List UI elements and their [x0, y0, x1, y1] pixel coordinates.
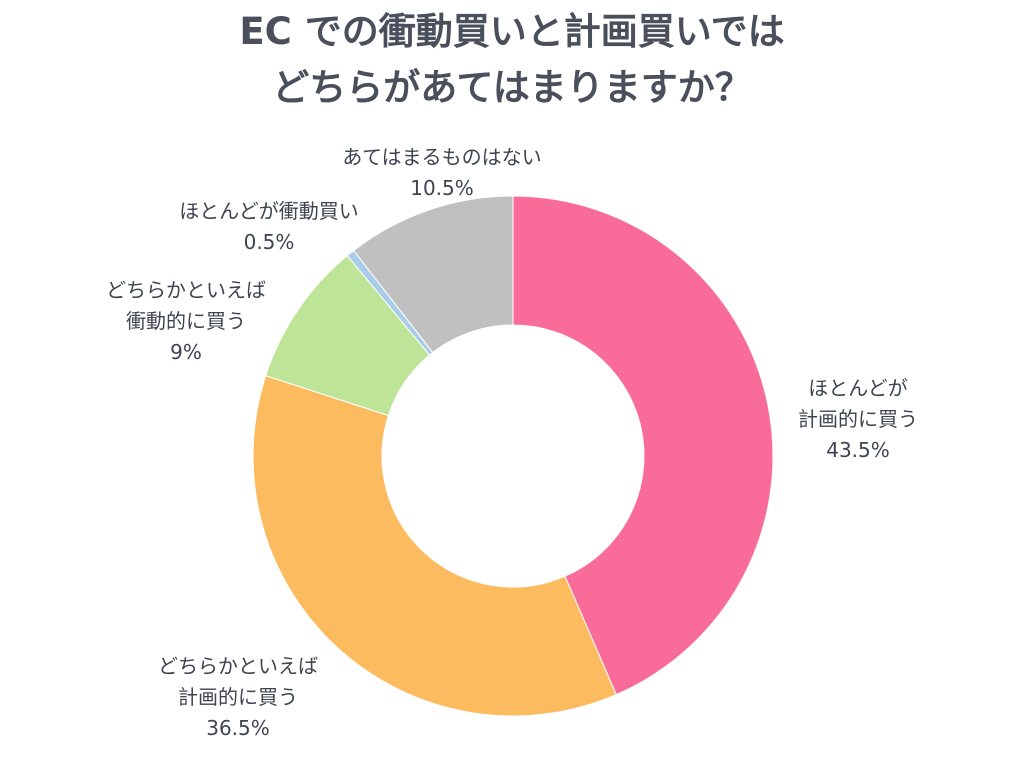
- slice-label-3: どちらかといえば衝動的に買う 9%: [106, 278, 266, 364]
- donut-slice-5: [352, 195, 514, 354]
- slice-label-2: どちらかといえば計画的に買う 36.5%: [158, 654, 318, 740]
- donut-slice-1: [512, 195, 774, 696]
- slice-value-label: 9%: [170, 340, 202, 364]
- slice-category-label: どちらかといえば: [106, 278, 266, 302]
- slice-category-label: ほとんどが衝動買い: [179, 199, 358, 223]
- chart-title-line-2: どちらがあてはまりますか？: [272, 66, 752, 109]
- slice-label-1: ほとんどが計画的に買う 43.5%: [798, 376, 918, 462]
- donut-slice-2: [252, 375, 617, 717]
- slice-category-label: あてはまるものはない: [342, 145, 541, 169]
- slice-value-label: 0.5%: [244, 230, 295, 254]
- slice-category-label: 計画的に買う: [798, 407, 918, 431]
- slice-category-label: 計画的に買う: [178, 685, 298, 709]
- donut-slices: [252, 195, 774, 717]
- slice-category-label: ほとんどが: [808, 376, 907, 400]
- slice-value-label: 36.5%: [206, 716, 270, 740]
- chart-title-line-1: EC での衝動買いと計画買いでは: [239, 10, 785, 53]
- slice-label-4: ほとんどが衝動買い 0.5%: [179, 199, 358, 254]
- slice-value-label: 10.5%: [410, 176, 474, 200]
- chart-title: EC での衝動買いと計画買いでは どちらがあてはまりますか？: [0, 4, 1024, 116]
- slice-labels: ほとんどが計画的に買う 43.5%どちらかといえば計画的に買う 36.5%どちらかと…: [106, 145, 918, 740]
- slice-value-label: 43.5%: [826, 438, 890, 462]
- slice-category-label: 衝動的に買う: [126, 309, 246, 333]
- slice-category-label: どちらかといえば: [158, 654, 318, 678]
- slice-label-5: あてはまるものはない 10.5%: [342, 145, 541, 200]
